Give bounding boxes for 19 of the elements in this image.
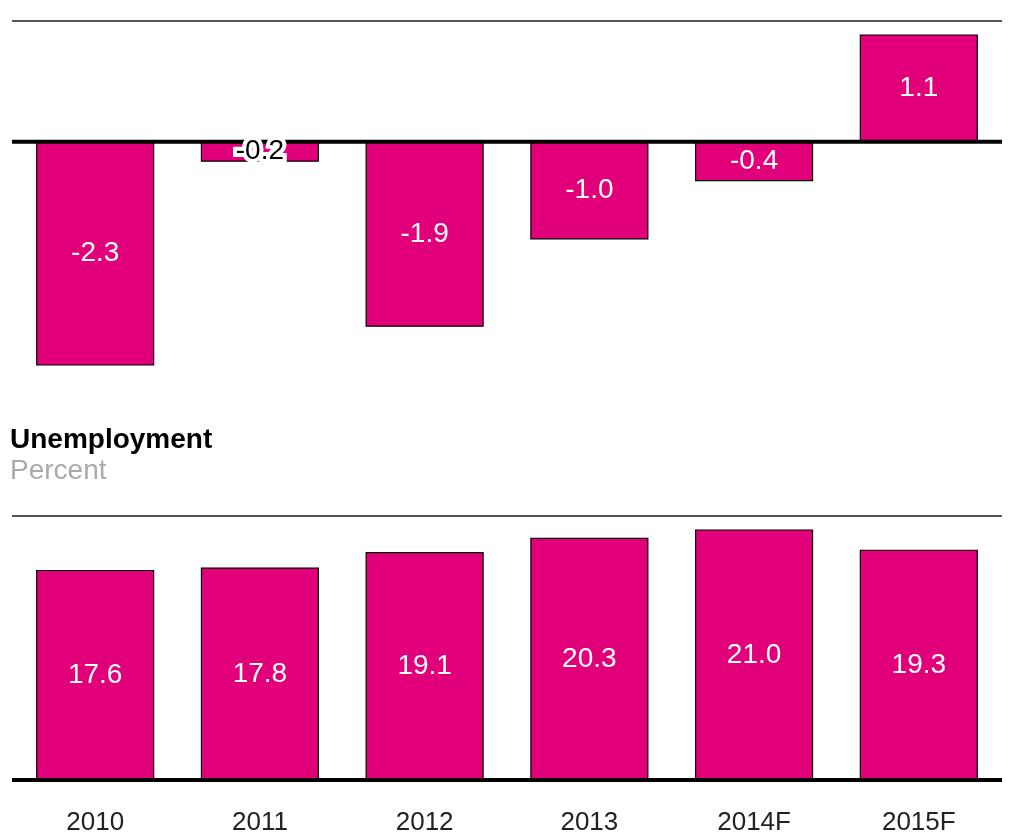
x-tick-label: 2013 <box>560 805 619 835</box>
chart-title: Unemployment <box>10 423 213 454</box>
chart-subtitle: Percent <box>10 454 107 485</box>
x-tick-label: 2014F <box>717 805 791 835</box>
data-label: 21.0 <box>726 638 782 669</box>
x-tick-label: 2010 <box>66 805 125 835</box>
data-label: -0.4 <box>729 144 779 176</box>
data-label: 17.8 <box>232 657 288 689</box>
data-label: 1.1 <box>899 71 939 103</box>
x-tick-label: 2011 <box>231 805 288 835</box>
x-tick-label: 2012 <box>395 805 454 835</box>
data-label: -1.9 <box>400 216 449 248</box>
data-label: 19.1 <box>397 649 452 681</box>
x-tick-label: 2015F <box>881 805 956 835</box>
data-label: 19.3 <box>891 648 947 680</box>
data-label: -2.3 <box>71 236 120 268</box>
data-label: 17.6 <box>67 658 123 690</box>
data-label: 20.3 <box>562 642 617 674</box>
data-label: -1.0 <box>565 173 614 205</box>
